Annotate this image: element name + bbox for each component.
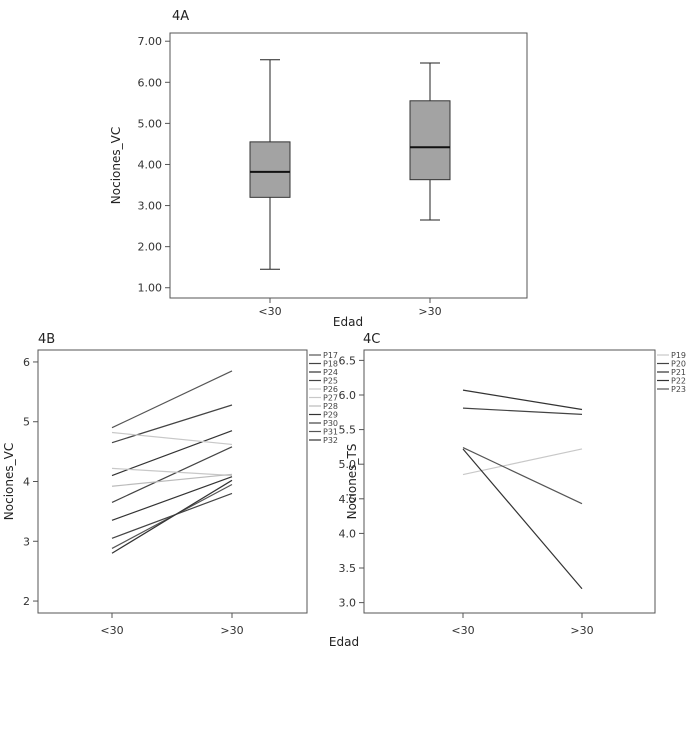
x-tick-label-4b: <30 bbox=[100, 624, 123, 637]
y-tick-label-4b: 5 bbox=[23, 416, 30, 429]
series-line-p24 bbox=[111, 430, 233, 477]
x-tick-label-4c: >30 bbox=[570, 624, 593, 637]
series-line-p23 bbox=[462, 447, 583, 505]
legend-label-p20: P20 bbox=[671, 360, 686, 369]
plot-frame-4c bbox=[363, 349, 656, 614]
x-tick-label-4b: >30 bbox=[220, 624, 243, 637]
panel-label-4b: 4B bbox=[38, 332, 55, 347]
legend-label-p22: P22 bbox=[671, 377, 686, 386]
series-line-p27 bbox=[111, 467, 233, 477]
x-axis-title-4b: Edad bbox=[329, 635, 359, 649]
y-tick-label-4a: 4.00 bbox=[138, 158, 163, 171]
plot-frame-4b bbox=[37, 349, 308, 614]
y-tick-label-4a: 5.00 bbox=[138, 117, 163, 130]
panel-label-4c: 4C bbox=[363, 332, 380, 347]
y-axis-title-4c: Nociones_TS bbox=[345, 444, 359, 520]
series-line-p28 bbox=[111, 473, 233, 487]
y-tick-label-4c: 3.0 bbox=[339, 597, 357, 610]
series-line-p29 bbox=[111, 476, 233, 521]
y-tick-label-4b: 3 bbox=[23, 535, 30, 548]
box-over-30 bbox=[409, 100, 451, 181]
panel-label-4a: 4A bbox=[172, 9, 189, 24]
series-line-p25 bbox=[111, 446, 233, 503]
legend-label-p21: P21 bbox=[671, 368, 686, 377]
y-tick-label-4c: 4.0 bbox=[339, 527, 357, 540]
y-axis-title-4b: Nociones_VC bbox=[2, 443, 16, 520]
series-line-p20 bbox=[462, 407, 583, 415]
series-line-p17 bbox=[111, 370, 233, 429]
x-tick-label-4c: <30 bbox=[451, 624, 474, 637]
series-line-p22 bbox=[462, 448, 583, 590]
x-tick-label-4a: >30 bbox=[418, 305, 441, 318]
y-tick-label-4a: 6.00 bbox=[138, 76, 163, 89]
y-tick-label-4c: 6.5 bbox=[339, 354, 357, 367]
legend-label-p28: P28 bbox=[323, 402, 338, 411]
legend-label-p25: P25 bbox=[323, 377, 338, 386]
y-axis-title-4a: Nociones_VC bbox=[109, 127, 123, 204]
legend-label-p18: P18 bbox=[323, 360, 338, 369]
y-tick-label-4c: 3.5 bbox=[339, 562, 357, 575]
y-tick-label-4b: 2 bbox=[23, 595, 30, 608]
y-tick-label-4c: 5.5 bbox=[339, 424, 357, 437]
series-line-p19 bbox=[462, 448, 583, 476]
plot-frame-4a bbox=[169, 32, 528, 299]
legend-label-p31: P31 bbox=[323, 428, 338, 437]
y-tick-label-4b: 4 bbox=[23, 476, 30, 489]
series-line-p32 bbox=[111, 479, 233, 554]
legend-label-p23: P23 bbox=[671, 385, 686, 394]
y-tick-label-4b: 6 bbox=[23, 356, 30, 369]
y-tick-label-4a: 1.00 bbox=[138, 282, 163, 295]
legend-label-p17: P17 bbox=[323, 351, 338, 360]
legend-label-p32: P32 bbox=[323, 436, 338, 445]
legend-label-p30: P30 bbox=[323, 419, 338, 428]
x-tick-label-4a: <30 bbox=[258, 305, 281, 318]
legend-label-p24: P24 bbox=[323, 368, 338, 377]
y-tick-label-4c: 5.0 bbox=[339, 458, 357, 471]
series-line-p26 bbox=[111, 431, 233, 446]
y-tick-label-4a: 2.00 bbox=[138, 241, 163, 254]
y-tick-label-4c: 4.5 bbox=[339, 493, 357, 506]
legend-label-p26: P26 bbox=[323, 385, 338, 394]
legend-label-p29: P29 bbox=[323, 411, 338, 420]
x-axis-title-4a: Edad bbox=[333, 315, 363, 329]
y-tick-label-4a: 3.00 bbox=[138, 200, 163, 213]
legend-label-p27: P27 bbox=[323, 394, 338, 403]
y-tick-label-4a: 7.00 bbox=[138, 35, 163, 48]
y-tick-label-4c: 6.0 bbox=[339, 389, 357, 402]
series-line-p18 bbox=[111, 404, 233, 444]
box-under-30 bbox=[249, 141, 291, 198]
series-line-p21 bbox=[462, 389, 583, 411]
legend-label-p19: P19 bbox=[671, 351, 686, 360]
